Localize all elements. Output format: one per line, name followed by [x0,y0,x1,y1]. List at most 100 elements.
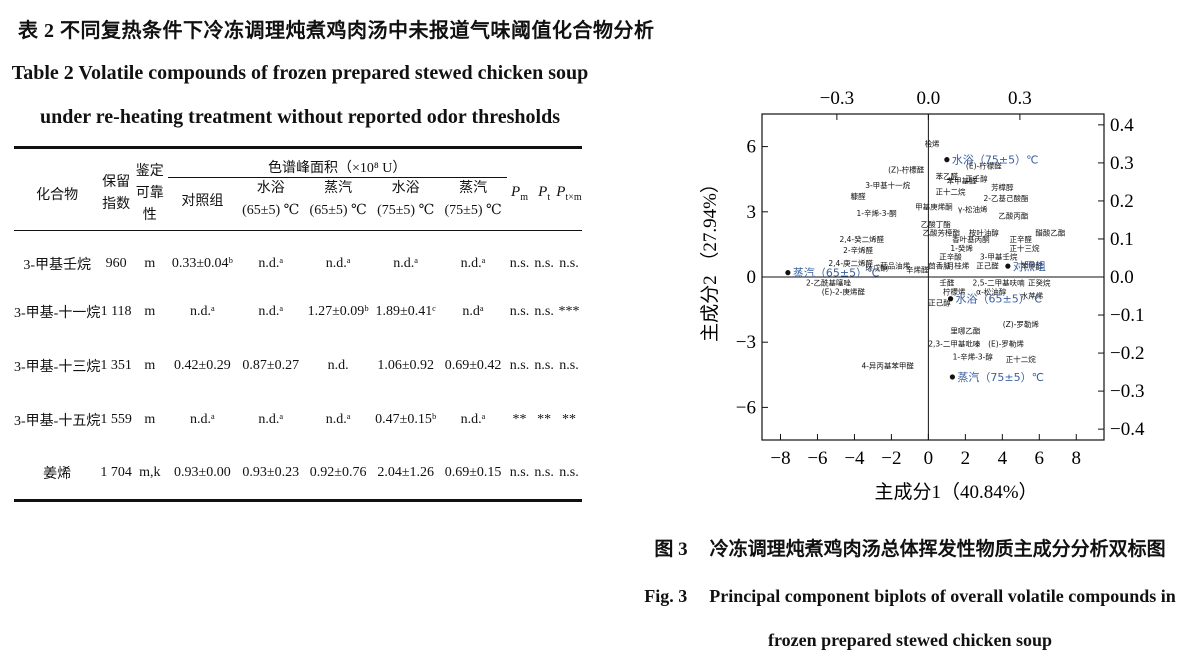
right-tick-label: 0.1 [1110,229,1134,250]
y-tick-label: 0 [747,267,757,288]
loading-label: 3-甲基十一烷 [865,180,910,190]
loading-label: 辛烯醛 [906,265,929,275]
loading-label: 香叶基丙酮 [952,234,990,244]
x-tick-label: 2 [961,448,971,469]
right-tick-label: −0.3 [1110,381,1144,402]
loading-label: 正己醇 [928,297,951,307]
sample-label: 水浴（65±5）℃ [956,293,1043,306]
sample-label: 水浴（75±5）℃ [952,154,1039,167]
loading-label: 月桂烯 [947,260,970,270]
y-tick-label: 3 [747,202,757,223]
loading-label: 甲基庚烯酮 [915,202,953,212]
cell-ri: 1 351 [100,357,132,373]
loading-label: (E)-柠檬醛 [966,160,1002,170]
cell-w75: n.d.ᵃ [393,255,419,271]
header-water75-name: 水浴 [391,181,420,196]
loading-label: 4-异丙基苯甲醛 [861,360,914,370]
loading-label: 茴香脑 [928,260,951,270]
loading-label: 3-甲基壬烷 [980,252,1018,262]
right-tick-label: −0.4 [1110,419,1145,440]
cell-ptxm: n.s. [559,464,579,480]
x-tick-label: −6 [807,448,827,469]
header-pt-sub: t [547,192,551,203]
loading-label: 环戊酮 [865,262,888,272]
loading-label: 正己醛 [976,260,999,270]
table-row: 3-甲基壬烷 960 m 0.33±0.04ᵇ n.d.ᵃ n.d.ᵃ n.d.… [14,231,582,285]
figure-caption-cn-text: 冷冻调理炖煮鸡肉汤总体挥发性物质主成分分析双标图 [709,539,1166,560]
loading-label: 2,4-癸二烯醛 [840,234,885,244]
cell-control: 0.33±0.04ᵇ [171,255,233,271]
loading-label: 芳樟醇 [991,182,1014,192]
header-steam75: 蒸汽 (75±5) ℃ [439,178,506,231]
loading-label: 乙酸丙酯 [998,210,1028,220]
cell-pt: n.s. [534,357,554,373]
header-ptxm: Pt×m [555,146,582,231]
header-area-group: 色谱峰面积（×10⁸ U） [167,146,507,178]
x-tick-label: −2 [881,448,901,469]
right-tick-label: −0.1 [1110,305,1144,326]
loading-label: 苯乙醛 [936,171,959,181]
loading-label: (Z)-罗勒烯 [1003,319,1040,329]
loading-label: 糠醛 [851,191,866,201]
sample-label: 蒸汽（75±5）℃ [957,370,1044,384]
x-tick-label: 8 [1072,448,1082,469]
figure-caption-en-line1: Fig. 3 Principal component biplots of ove… [620,586,1200,607]
cell-control: n.d.ᵃ [189,411,215,427]
loading-label: 正十二烷 [936,186,966,196]
y-tick-label: −6 [736,397,756,418]
loading-label: 2-乙基己酸酯 [984,193,1029,203]
header-water75: 水浴 (75±5) ℃ [372,178,440,231]
loading-label: (Z)-柠檬醛 [888,165,925,175]
cell-w65: n.d.ᵃ [258,303,284,319]
cell-ri: 960 [105,255,127,271]
cell-rel: m [144,411,156,427]
figure-caption-en-line2: frozen prepared stewed chicken soup [767,630,1052,650]
sample-point [944,157,950,163]
x-axis-label: 主成分1（40.84%） [874,481,1037,503]
sample-point [947,296,954,302]
cell-compound: 姜烯 [43,466,72,482]
loading-label: γ-松油烯 [958,204,988,214]
loading-label: 1-辛烯-3-醇 [953,352,994,362]
header-steam65-temp: (65±5) ℃ [309,203,367,218]
cell-ptxm: *** [558,303,580,319]
cell-control: 0.93±0.00 [174,464,231,480]
loading-label: 桧烯 [925,139,940,149]
cell-pm: ** [512,411,527,427]
loading-label: 苯甲基醛 [947,176,977,186]
cell-s65: 1.27±0.09ᵇ [307,303,369,319]
table-row: 3-甲基-十一烷 1 118 m n.d.ᵃ n.d.ᵃ 1.27±0.09ᵇ … [14,285,582,339]
figure-caption-cn: 图 3 冷冻调理炖煮鸡肉汤总体挥发性物质主成分分析双标图 [620,534,1200,561]
table-title-cn: 表 2 不同复热条件下冷冻调理炖煮鸡肉汤中未报道气味阈值化合物分析 [18,20,655,42]
loading-label: 正壬醇 [965,173,988,183]
table-title-en-line1: Table 2 Volatile compounds of frozen pre… [11,62,589,84]
cell-pt: n.s. [534,255,554,271]
loading-label: 正辛醛 [1010,234,1033,244]
cell-pt: ** [537,411,552,427]
sample-point [949,374,956,380]
header-steam65-name: 蒸汽 [324,181,353,196]
loading-label: 1-癸烯 [950,243,973,253]
loading-label: 2,3-二甲基吡嗪 [928,339,981,349]
cell-s65: n.d.ᵃ [325,411,351,427]
cell-pm: n.s. [509,464,530,480]
figure-number-cn: 图 3 [654,539,688,560]
header-reliability-text: 鉴定可靠性 [135,163,164,223]
header-retention: 保留指数 [100,146,132,231]
biplot-axes: −8 −6 −4 −2 0 2 4 6 8 −6 −3 0 3 6 −0.3 0.0 0.3 −0.4 −0.3 −0… [736,88,1145,469]
loading-label: (E)-2-庚烯醛 [822,286,866,296]
sample-point [1005,263,1011,269]
loading-label: 里哪乙酯 [950,327,980,336]
header-steam75-temp: (75±5) ℃ [444,203,502,218]
cell-rel: m [144,357,156,373]
cell-compound: 3-甲基-十三烷 [14,359,101,375]
cell-ptxm: ** [561,411,576,427]
table-title-en-line2: under re-heating treatment without repor… [40,106,560,128]
top-tick-label: 0.0 [917,88,941,109]
y-axis-label: 主成分2 （27.94%） [699,174,721,342]
header-compound: 化合物 [14,146,101,231]
header-control: 对照组 [181,194,224,209]
header-pt: Pt [532,146,556,231]
loading-label: α-松油醇 [976,286,1007,296]
